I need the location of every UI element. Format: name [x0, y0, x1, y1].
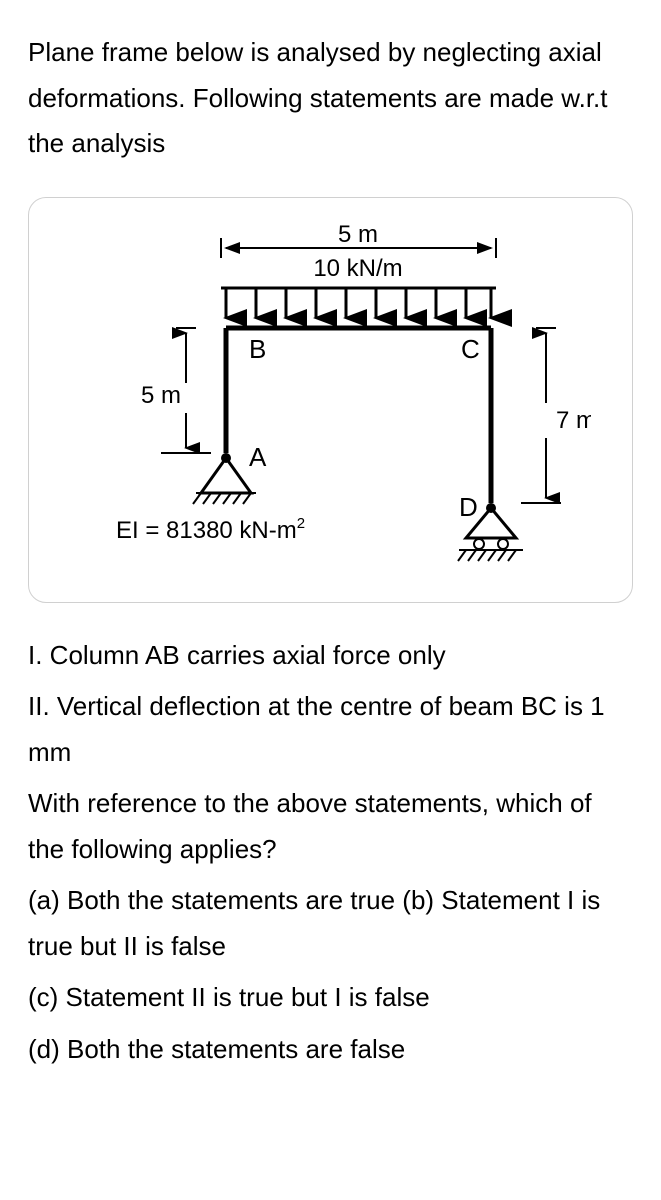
question-ask: With reference to the above statements, …: [28, 781, 633, 872]
question-intro: Plane frame below is analysed by neglect…: [28, 30, 633, 167]
option-d: (d) Both the statements are false: [28, 1027, 633, 1073]
load-label: 10 kN/m: [313, 255, 402, 282]
node-d-label: D: [459, 492, 478, 522]
statement-1: I. Column AB carries axial force only: [28, 633, 633, 679]
figure-container: 5 m 10 kN/m B C A D 5 m 7 m: [28, 197, 633, 603]
node-b-label: B: [249, 334, 266, 364]
ei-label: EI = 81380 kN-m2: [116, 515, 305, 544]
node-c-label: C: [461, 334, 480, 364]
left-height-label: 5 m: [141, 382, 181, 409]
option-a-b: (a) Both the statements are true (b) Sta…: [28, 878, 633, 969]
statement-2: II. Vertical deflection at the centre of…: [28, 684, 633, 775]
span-label: 5 m: [337, 221, 377, 248]
option-c: (c) Statement II is true but I is false: [28, 975, 633, 1021]
right-height-label: 7 m: [556, 407, 591, 434]
node-a-label: A: [249, 442, 267, 472]
frame-diagram: 5 m 10 kN/m B C A D 5 m 7 m: [71, 218, 591, 578]
